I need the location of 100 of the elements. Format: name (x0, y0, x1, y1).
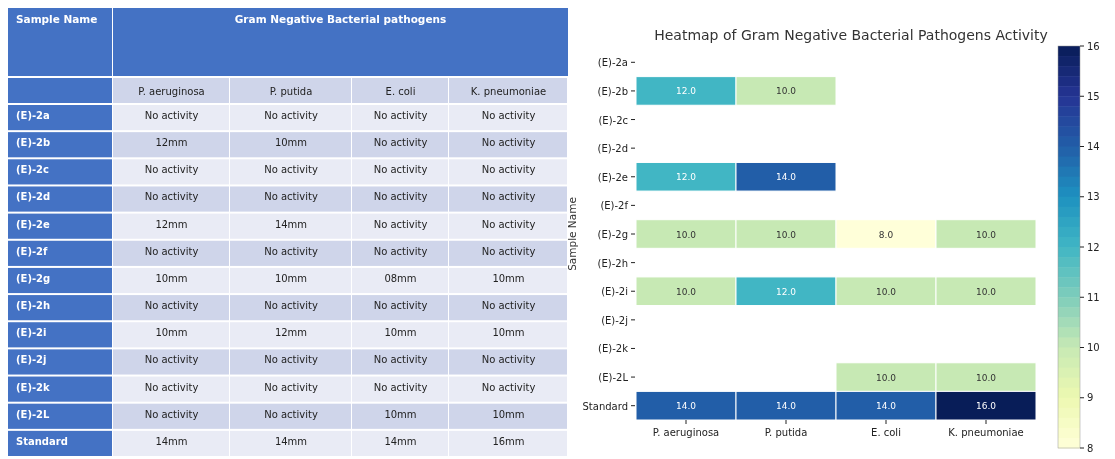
text: No activity (373, 164, 428, 176)
text: No activity (264, 381, 318, 393)
data-label: 8.0 (878, 229, 894, 240)
y-tick-label: (E)-2k (16, 381, 51, 393)
color-bar-label: 16 (1087, 40, 1100, 52)
y-tick-label: (E)-2e (597, 171, 628, 183)
data-label: 14mm (274, 435, 308, 447)
data-label: 12mm (155, 218, 188, 230)
data-label: 16.0 (975, 401, 997, 412)
color-bar-label: 9 (1087, 392, 1094, 404)
text: No activity (481, 110, 536, 121)
text: No activity (144, 110, 199, 121)
y-tick-label: (E)-2b (16, 137, 51, 149)
text: No activity (481, 137, 536, 149)
color-bar-label: 15 (1087, 90, 1100, 102)
text: No activity (144, 408, 199, 420)
y-tick-label: (E)-2a (597, 57, 628, 69)
y-tick-label: Standard (16, 435, 68, 447)
text: No activity (481, 191, 536, 203)
text: No activity (264, 300, 318, 312)
text: No activity (481, 218, 536, 230)
text: No activity (481, 245, 536, 257)
x-tick-label: P. putida (269, 86, 313, 97)
y-tick-label: (E)-2c (598, 114, 628, 126)
y-tick-label: (E)-2j (601, 314, 628, 326)
text: No activity (373, 191, 428, 203)
data-label: 10mm (274, 272, 308, 284)
data-label: 14.0 (775, 401, 797, 412)
text: No activity (144, 354, 199, 366)
x-tick-label: P. aeruginosa (652, 427, 720, 438)
data-label: 08mm (384, 272, 417, 284)
data-label: 14mm (155, 435, 188, 447)
y-tick-label: (E)-2g (597, 229, 628, 240)
y-tick-label: (E)-2b (597, 85, 628, 97)
text: No activity (373, 245, 428, 257)
y-axis-title: Sample Name (16, 13, 98, 25)
text: No activity (481, 164, 536, 176)
data-label: 12mm (274, 327, 308, 339)
data-label: 14.0 (675, 401, 697, 412)
data-label: 10mm (155, 327, 188, 339)
chart-title: Gram Negative Bacterial pathogens (234, 13, 447, 25)
data-label: 10.0 (875, 372, 897, 383)
data-label: 10.0 (975, 229, 997, 240)
data-label: 12.0 (675, 86, 697, 97)
y-tick-label: (E)-2a (16, 110, 50, 121)
text: No activity (481, 381, 536, 393)
data-label: 16mm (492, 435, 525, 447)
y-tick-label: (E)-2k (598, 343, 629, 355)
text: No activity (144, 164, 199, 176)
data-label: 10mm (384, 408, 417, 420)
text: No activity (264, 110, 318, 121)
color-bar-label: 11 (1087, 291, 1100, 303)
x-tick-label: K. pneumoniae (948, 427, 1024, 438)
text: No activity (373, 354, 428, 366)
y-tick-label: (E)-2d (16, 191, 51, 203)
x-tick-label: P. aeruginosa (138, 86, 205, 97)
data-label: 10.0 (675, 229, 697, 240)
y-tick-label: (E)-2j (16, 354, 47, 366)
data-label: 10mm (155, 272, 188, 284)
y-axis-title: Sample Name (566, 197, 578, 271)
text: No activity (144, 300, 199, 312)
data-label: 10mm (492, 327, 525, 339)
y-tick-label: (E)-2i (16, 327, 47, 339)
color-bar-label: 14 (1087, 141, 1100, 152)
data-label: 10.0 (975, 286, 997, 297)
text: No activity (144, 245, 199, 257)
y-tick-label: (E)-2f (600, 200, 629, 212)
data-label: 12mm (155, 137, 188, 149)
text: No activity (264, 354, 318, 366)
data-label: 14.0 (775, 172, 797, 183)
y-tick-label: Standard (582, 400, 628, 412)
x-tick-label: P. putida (764, 427, 808, 438)
data-label: 10.0 (975, 372, 997, 383)
data-label: 10.0 (775, 86, 797, 97)
text: No activity (481, 300, 536, 312)
data-label: 14.0 (875, 401, 897, 412)
y-tick-label: (E)-2i (601, 286, 628, 298)
text: No activity (264, 164, 318, 176)
y-tick-label: (E)-2L (16, 408, 51, 420)
text: No activity (481, 354, 536, 366)
color-bar-label: 12 (1087, 241, 1100, 253)
data-label: 10.0 (875, 286, 897, 297)
text: No activity (373, 300, 428, 312)
data-label: 10mm (384, 327, 417, 339)
y-tick-label: (E)-2h (597, 257, 628, 269)
data-label: 10mm (274, 137, 308, 149)
x-tick-label: E. coli (871, 427, 901, 438)
text: No activity (264, 245, 318, 257)
text: No activity (144, 191, 199, 203)
y-tick-label: (E)-2d (597, 143, 628, 155)
data-label: 12.0 (775, 286, 797, 297)
text: No activity (373, 218, 428, 230)
text: No activity (373, 137, 428, 149)
y-tick-label: (E)-2L (598, 372, 629, 384)
text: No activity (144, 381, 199, 393)
y-tick-label: (E)-2c (16, 164, 50, 176)
data-label: 10mm (492, 272, 525, 284)
color-bar-label: 8 (1087, 442, 1094, 454)
text: No activity (264, 408, 318, 420)
data-label: 10.0 (775, 229, 797, 240)
